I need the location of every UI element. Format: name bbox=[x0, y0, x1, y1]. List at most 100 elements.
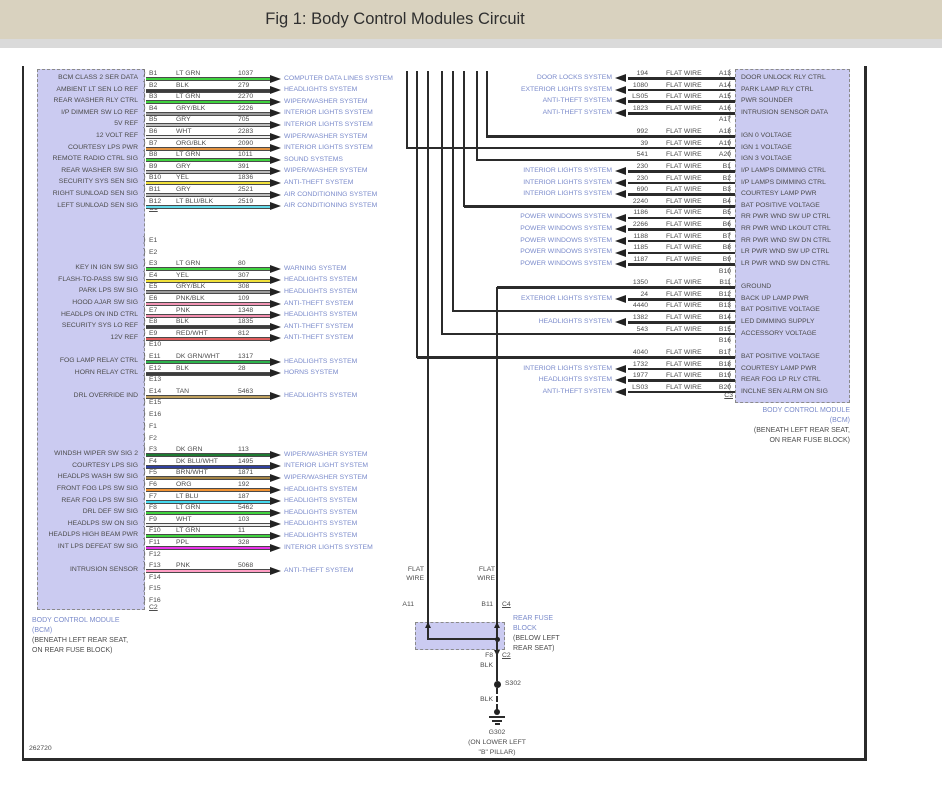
connector-label-c3: C3 bbox=[724, 392, 733, 399]
pin-label: F13 bbox=[149, 562, 161, 570]
arrow-right-icon bbox=[270, 543, 281, 552]
system-label: ANTI-THEFT SYSTEM bbox=[284, 299, 354, 307]
bus-line-B17 bbox=[416, 71, 418, 359]
ground-icon-dot bbox=[494, 709, 500, 715]
wire-number: 543 bbox=[636, 325, 648, 333]
connector-bracket: ) bbox=[143, 281, 146, 291]
system-label: SOUND SYSTEMS bbox=[284, 155, 343, 163]
wire-color-label: BLK bbox=[176, 364, 189, 372]
pin-label: B12 bbox=[718, 290, 731, 298]
connector-bracket: ) bbox=[143, 114, 146, 124]
wire-line bbox=[628, 239, 735, 243]
wire-line bbox=[146, 135, 270, 139]
border-left bbox=[22, 66, 24, 758]
fuse-junction-dot bbox=[494, 636, 500, 642]
wire-type-label: FLAT WIRE bbox=[666, 325, 702, 333]
wire-number: 2519 bbox=[238, 197, 254, 205]
connector-bracket: ) bbox=[143, 397, 146, 407]
wire-type-label: FLAT WIRE bbox=[666, 290, 702, 298]
pin-label: A14 bbox=[718, 81, 731, 89]
pin-label: E4 bbox=[149, 271, 158, 279]
pin-label: E8 bbox=[149, 318, 158, 326]
connector-bracket: ) bbox=[143, 362, 146, 372]
pin-label: A15 bbox=[718, 93, 731, 101]
arrow-right-icon bbox=[270, 462, 281, 471]
wire-color-label: GRY bbox=[176, 186, 191, 193]
wire-color-label: ORG bbox=[176, 481, 192, 488]
wire-line bbox=[628, 216, 735, 220]
connector-bracket: ) bbox=[143, 68, 146, 77]
wire-number: 1977 bbox=[632, 372, 648, 380]
flat-wire-label-left: FLAT WIRE bbox=[384, 565, 424, 583]
pin-label: E9 bbox=[149, 329, 158, 337]
wire-number: 391 bbox=[238, 162, 250, 170]
splice-label-s302: S302 bbox=[505, 680, 521, 687]
connector-bracket: ) bbox=[143, 304, 146, 314]
ground-wire-dashed bbox=[496, 688, 498, 710]
connector-bracket: ( bbox=[728, 312, 731, 322]
pin-label: A19 bbox=[718, 139, 731, 147]
pin-function-label: BAT POSITIVE VOLTAGE bbox=[741, 352, 820, 360]
arrow-left-icon bbox=[615, 85, 626, 94]
pin-function-label: RR PWR WND SW DN CTRL bbox=[741, 236, 831, 244]
fuse-pin-f8: F8 bbox=[485, 652, 493, 659]
wire-line bbox=[628, 170, 735, 173]
wire-number: 5068 bbox=[238, 562, 254, 570]
system-label: ANTI-THEFT SYSTEM bbox=[542, 97, 612, 105]
connector-bracket: ( bbox=[728, 358, 731, 368]
pin-label: B1 bbox=[722, 162, 731, 170]
pin-label: B3 bbox=[149, 93, 158, 101]
connector-bracket: ) bbox=[143, 421, 146, 430]
connector-bracket: ( bbox=[728, 277, 731, 287]
pin-function-label: KEY IN IGN SW SIG bbox=[75, 264, 138, 272]
system-label: HEADLIGHTS SYSTEM bbox=[284, 520, 358, 528]
connector-bracket: ) bbox=[143, 195, 146, 205]
wire-line bbox=[146, 511, 270, 516]
connector-bracket: ) bbox=[143, 339, 146, 349]
arrow-right-icon bbox=[270, 566, 281, 575]
pin-label: B2 bbox=[149, 81, 158, 89]
pin-label: F10 bbox=[149, 527, 161, 535]
wire-number: 2226 bbox=[238, 104, 254, 112]
wire-number: 194 bbox=[636, 70, 648, 77]
pin-function-label: REAR FOG LP RLY CTRL bbox=[741, 376, 821, 384]
wire-line bbox=[146, 313, 270, 318]
wire-type-label: FLAT WIRE bbox=[666, 81, 702, 89]
wire-line bbox=[146, 278, 270, 283]
connector-bracket: ) bbox=[143, 432, 146, 442]
wire-type-label: FLAT WIRE bbox=[666, 93, 702, 101]
pin-label: B7 bbox=[722, 232, 731, 240]
ground-icon-bar1 bbox=[489, 716, 505, 718]
connector-bracket: ) bbox=[143, 160, 146, 170]
system-label: INTERIOR LIGHTS SYSTEM bbox=[284, 144, 373, 152]
connector-bracket: ) bbox=[143, 583, 146, 593]
fuse-connector-c2: C2 bbox=[502, 652, 511, 659]
pin-function-label: BCM CLASS 2 SER DATA bbox=[58, 74, 138, 81]
wire-number: 1732 bbox=[632, 360, 648, 368]
connector-bracket: ( bbox=[728, 219, 731, 229]
wire-color-label: PPL bbox=[176, 539, 189, 546]
pin-function-label: 12V REF bbox=[110, 333, 138, 341]
arrow-right-icon bbox=[270, 190, 281, 199]
wire-color-label: GRY/BLK bbox=[176, 104, 206, 112]
pin-function-label: HOOD AJAR SW SIG bbox=[72, 299, 138, 306]
pin-function-label: BAT POSITIVE VOLTAGE bbox=[741, 306, 820, 314]
pin-label: B4 bbox=[722, 197, 731, 205]
figure-title-bar: Fig 1: Body Control Modules Circuit bbox=[0, 0, 942, 39]
wire-color-label: DK GRN bbox=[176, 446, 203, 454]
pin-function-label: AMBIENT LT SEN LO REF bbox=[56, 85, 138, 93]
connector-bracket: ) bbox=[143, 269, 146, 279]
wire-line bbox=[146, 302, 270, 306]
wire-number: 24 bbox=[640, 290, 648, 298]
wire-line bbox=[146, 476, 270, 481]
pin-label: A16 bbox=[718, 104, 731, 112]
arrow-right-icon bbox=[270, 178, 281, 187]
wire-number: 192 bbox=[238, 481, 250, 488]
arrow-left-icon bbox=[615, 190, 626, 199]
connector-bracket: ) bbox=[143, 293, 146, 302]
bus-line-B4 bbox=[463, 71, 465, 208]
pin-label: B15 bbox=[718, 325, 731, 333]
pin-label: B8 bbox=[149, 151, 158, 159]
wire-line bbox=[497, 286, 735, 289]
wire-line bbox=[628, 263, 735, 266]
